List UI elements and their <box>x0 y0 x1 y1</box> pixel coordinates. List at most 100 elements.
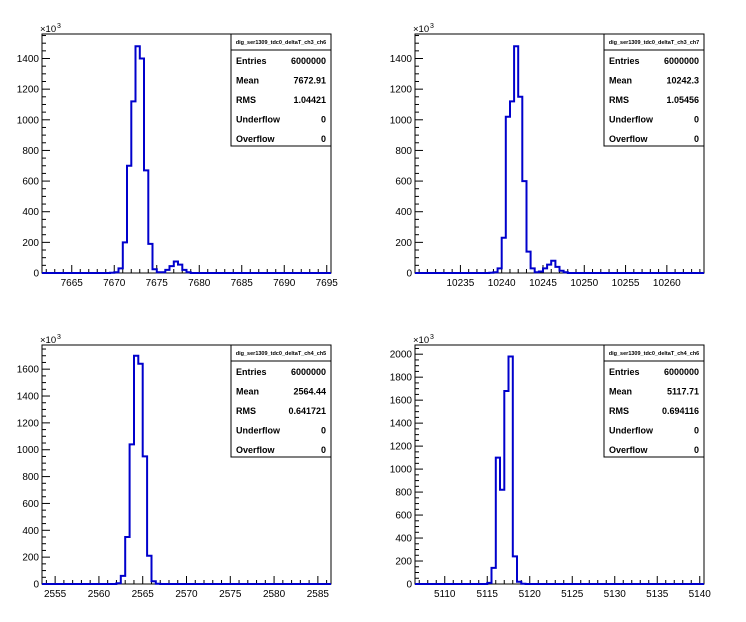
stats-label: RMS <box>609 406 629 416</box>
stats-value: 0 <box>321 426 326 436</box>
y-multiplier: ×10 <box>40 335 56 346</box>
y-tick-label: 1800 <box>390 373 413 384</box>
stats-value: 0 <box>694 134 699 144</box>
x-tick-label: 7695 <box>316 278 339 289</box>
y-multiplier: ×10 <box>413 335 429 346</box>
y-tick-label: 600 <box>22 499 39 510</box>
x-tick-label: 7685 <box>231 278 254 289</box>
y-tick-label: 1200 <box>17 85 40 96</box>
stats-label: Mean <box>609 387 632 397</box>
y-tick-label: 1600 <box>17 365 40 376</box>
y-tick-label: 800 <box>22 472 39 483</box>
x-tick-label: 5135 <box>646 589 669 600</box>
stats-value: 0 <box>694 445 699 455</box>
x-tick-label: 7670 <box>103 278 126 289</box>
stats-value: 7672.91 <box>293 76 326 86</box>
stats-label: Underflow <box>236 115 281 125</box>
x-tick-label: 5110 <box>434 589 456 600</box>
stats-label: Mean <box>236 387 259 397</box>
stats-label: Mean <box>609 76 632 86</box>
y-tick-label: 1200 <box>390 85 413 96</box>
y-tick-label: 0 <box>406 580 412 591</box>
x-tick-label: 2585 <box>307 589 330 600</box>
y-tick-label: 1000 <box>17 445 40 456</box>
stats-value: 5117.71 <box>667 387 699 397</box>
stats-label: Entries <box>609 367 640 377</box>
histogram-line <box>415 45 704 274</box>
histogram-panel-1: 7665 7670 7675 7680 7685 7690 7695 0 200 400 600 80… <box>17 23 339 289</box>
stats-value: 10242.3 <box>666 76 699 86</box>
x-tick-label: 10240 <box>488 278 516 289</box>
stats-value: 0 <box>321 445 326 455</box>
y-tick-label: 1600 <box>390 396 413 407</box>
y-tick-label: 400 <box>22 526 39 537</box>
stats-value: 0.641721 <box>288 406 326 416</box>
y-tick-label: 1200 <box>390 442 413 453</box>
y-tick-label: 1400 <box>390 54 413 65</box>
stats-title: dig_ser1309_tdc0_deltaT_ch4_ch5 <box>236 351 327 357</box>
stats-title: dig_ser1309_tdc0_deltaT_ch4_ch6 <box>609 351 700 357</box>
y-tick-label: 200 <box>395 238 412 249</box>
stats-label: Overflow <box>236 445 276 455</box>
x-tick-label: 2570 <box>175 589 198 600</box>
stats-box <box>230 33 332 147</box>
stats-value: 6000000 <box>664 367 699 377</box>
stats-value: 0.694116 <box>662 406 699 416</box>
x-tick-label: 5125 <box>561 589 584 600</box>
y-tick-label: 600 <box>395 511 412 522</box>
stats-value: 6000000 <box>664 56 699 66</box>
histogram-panel-4: 5110 5115 5120 5125 5130 5135 5140 0 200 400 600 80… <box>390 334 712 600</box>
stats-label: Underflow <box>609 115 654 125</box>
y-tick-label: 0 <box>33 269 39 280</box>
stats-value: 2564.44 <box>293 387 326 397</box>
y-tick-label: 800 <box>22 146 39 157</box>
x-tick-label: 10260 <box>653 278 681 289</box>
y-tick-label: 400 <box>22 207 39 218</box>
y-tick-label: 400 <box>395 534 412 545</box>
x-tick-label: 2575 <box>219 589 242 600</box>
x-tick-label: 10250 <box>570 278 598 289</box>
stats-label: RMS <box>236 406 256 416</box>
y-tick-label: 1400 <box>17 392 40 403</box>
y-tick-label: 400 <box>395 207 412 218</box>
x-tick-label: 7675 <box>146 278 169 289</box>
stats-label: RMS <box>236 95 256 105</box>
x-tick-label: 5130 <box>604 589 627 600</box>
stats-value: 0 <box>694 426 699 436</box>
x-tick-label: 7665 <box>61 278 84 289</box>
histogram-line <box>42 45 331 274</box>
stats-box <box>603 344 705 458</box>
y-tick-label: 2000 <box>390 350 413 361</box>
stats-label: Underflow <box>609 426 654 436</box>
stats-label: Mean <box>236 76 259 86</box>
x-tick-label: 2580 <box>263 589 286 600</box>
y-multiplier-exponent: 3 <box>430 334 434 341</box>
stats-label: Overflow <box>236 134 276 144</box>
y-tick-label: 0 <box>33 580 39 591</box>
stats-label: Entries <box>236 56 267 66</box>
stats-title: dig_ser1309_tdc0_deltaT_ch3_ch6 <box>236 40 327 46</box>
x-tick-label: 7690 <box>273 278 296 289</box>
histogram-line <box>415 355 704 585</box>
y-multiplier: ×10 <box>413 24 429 35</box>
stats-label: Entries <box>609 56 640 66</box>
stats-value: 1.05456 <box>666 95 699 105</box>
stats-label: Overflow <box>609 134 649 144</box>
y-tick-label: 600 <box>395 177 412 188</box>
y-tick-label: 200 <box>395 557 412 568</box>
y-multiplier: ×10 <box>40 24 56 35</box>
x-tick-label: 10255 <box>612 278 640 289</box>
y-tick-label: 800 <box>395 146 412 157</box>
x-tick-label: 5115 <box>476 589 498 600</box>
y-tick-label: 0 <box>406 269 412 280</box>
y-tick-label: 1000 <box>390 115 413 126</box>
stats-value: 0 <box>694 115 699 125</box>
y-tick-label: 1000 <box>390 465 413 476</box>
x-tick-label: 10235 <box>447 278 475 289</box>
y-multiplier-exponent: 3 <box>430 23 434 30</box>
stats-label: Underflow <box>236 426 281 436</box>
y-tick-label: 200 <box>22 553 39 564</box>
x-tick-label: 5140 <box>689 589 712 600</box>
histogram-panel-3: 2555 2560 2565 2570 2575 2580 2585 0 200 400 600 80… <box>17 334 332 600</box>
y-multiplier-exponent: 3 <box>57 23 61 30</box>
